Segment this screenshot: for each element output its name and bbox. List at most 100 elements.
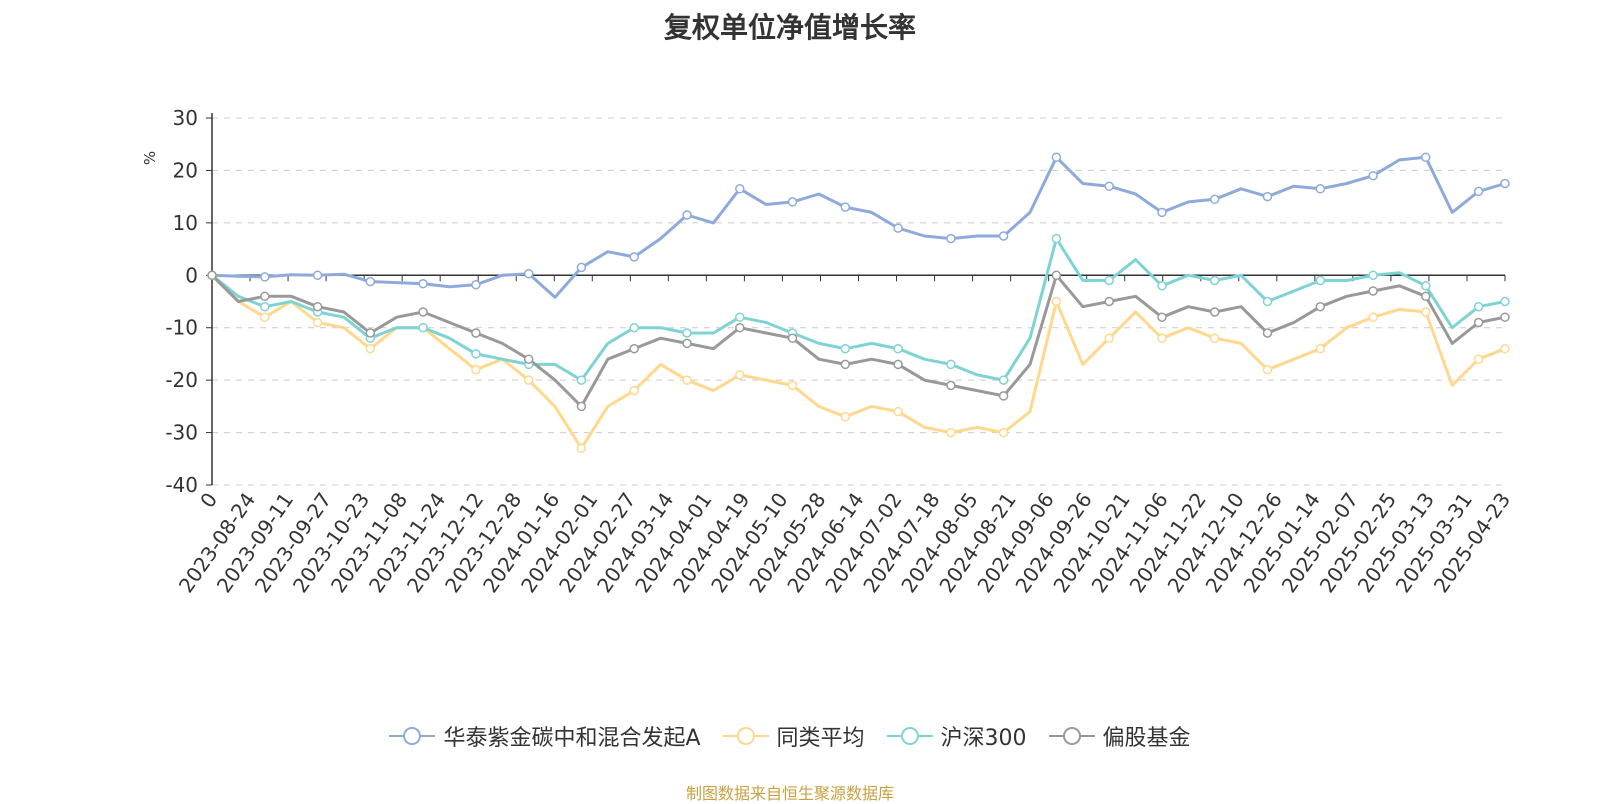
- series-marker-3: [260, 291, 270, 302]
- series-marker-1: [1421, 307, 1431, 317]
- y-tick-label: 30: [173, 106, 198, 130]
- series-marker-3: [1421, 291, 1431, 302]
- series-marker-0: [1262, 191, 1273, 202]
- series-marker-0: [1209, 194, 1220, 205]
- series-marker-0: [1315, 184, 1326, 194]
- series-marker-2: [1473, 301, 1484, 312]
- series-marker-3: [735, 322, 745, 333]
- series-marker-0: [682, 210, 692, 220]
- series-line-1: [210, 273, 1507, 450]
- y-tick-label: -10: [165, 316, 198, 340]
- series-marker-2: [418, 322, 428, 333]
- series-marker-2: [840, 343, 851, 354]
- series-marker-2: [1500, 296, 1510, 307]
- series-marker-1: [787, 380, 798, 391]
- series-marker-0: [365, 276, 376, 287]
- series-marker-0: [418, 278, 428, 289]
- series-marker-3: [1209, 307, 1220, 317]
- legend-swatch-icon: [722, 727, 769, 745]
- series-marker-1: [576, 443, 587, 454]
- series-marker-1: [1157, 333, 1167, 343]
- series-marker-0: [471, 279, 481, 290]
- series-marker-2: [1262, 296, 1273, 307]
- series-marker-3: [418, 307, 428, 317]
- series-marker-0: [576, 262, 587, 273]
- series-marker-2: [576, 375, 587, 385]
- series-marker-2: [1368, 270, 1378, 281]
- y-tick-label: 20: [173, 158, 198, 182]
- series-marker-0: [1157, 207, 1167, 218]
- series-marker-0: [1368, 170, 1378, 181]
- series-marker-3: [1157, 312, 1167, 322]
- y-tick-label: -20: [165, 368, 198, 392]
- y-tick-label: 0: [185, 263, 198, 287]
- y-tick-label: -30: [165, 421, 198, 445]
- series-marker-2: [1157, 281, 1167, 291]
- series-marker-1: [1315, 343, 1326, 354]
- series-marker-3: [312, 301, 323, 312]
- series-marker-1: [1262, 364, 1273, 375]
- legend-label: 同类平均: [776, 726, 865, 751]
- series-marker-1: [946, 427, 956, 438]
- series-marker-3: [365, 328, 376, 338]
- legend: 华泰紫金碳中和混合发起A 同类平均 沪深300 偏股基金: [0, 720, 1580, 752]
- series-marker-3: [207, 270, 217, 281]
- legend-label: 偏股基金: [1102, 726, 1191, 751]
- legend-item-1[interactable]: 同类平均: [722, 720, 865, 752]
- series-marker-3: [1368, 286, 1378, 296]
- series-marker-0: [893, 223, 903, 233]
- series-marker-1: [260, 312, 270, 322]
- series-marker-0: [1473, 186, 1484, 197]
- legend-swatch-icon: [1048, 727, 1095, 745]
- series-marker-0: [523, 268, 534, 279]
- series-marker-1: [998, 427, 1009, 438]
- series-marker-3: [1315, 301, 1326, 312]
- series-marker-1: [1473, 354, 1484, 364]
- legend-item-3[interactable]: 偏股基金: [1048, 720, 1191, 752]
- series-marker-0: [629, 252, 639, 262]
- series-marker-2: [946, 359, 956, 370]
- axes: 3020100-10-20-30-40%02023-08-242023-09-1…: [141, 106, 1515, 597]
- series-marker-1: [365, 343, 376, 354]
- y-tick-label: -40: [165, 473, 198, 497]
- series-marker-2: [260, 301, 270, 312]
- series-marker-0: [312, 270, 323, 281]
- series-marker-1: [1500, 343, 1510, 354]
- legend-item-0[interactable]: 华泰紫金碳中和混合发起A: [389, 720, 701, 752]
- series-marker-3: [998, 391, 1009, 401]
- y-axis-unit: %: [141, 151, 159, 165]
- series-marker-2: [682, 328, 692, 338]
- series-marker-3: [629, 343, 639, 354]
- series-marker-3: [1051, 270, 1062, 281]
- series-marker-1: [312, 317, 323, 328]
- series-marker-0: [787, 197, 798, 207]
- series-marker-2: [1051, 233, 1062, 244]
- y-tick-label: 10: [173, 211, 198, 235]
- series-marker-3: [523, 354, 534, 364]
- series-marker-3: [682, 338, 692, 349]
- legend-item-2[interactable]: 沪深300: [886, 720, 1027, 752]
- series-marker-0: [1421, 152, 1431, 163]
- series-marker-3: [1104, 296, 1114, 307]
- series-marker-1: [471, 364, 481, 375]
- legend-swatch-icon: [886, 727, 933, 745]
- series-marker-1: [1104, 333, 1114, 343]
- series-line-2: [210, 237, 1507, 382]
- series-marker-1: [1209, 333, 1220, 343]
- series-marker-1: [629, 385, 639, 396]
- series-marker-1: [1051, 296, 1062, 307]
- series-marker-0: [946, 233, 956, 244]
- series-marker-3: [1500, 312, 1510, 322]
- series-marker-3: [471, 328, 481, 338]
- x-tick-label: 0: [195, 488, 222, 512]
- series-marker-3: [946, 380, 956, 391]
- legend-swatch-icon: [389, 727, 436, 745]
- series-marker-1: [682, 375, 692, 385]
- series-marker-1: [523, 375, 534, 385]
- series-marker-2: [629, 322, 639, 333]
- series-marker-0: [1500, 178, 1510, 189]
- series-marker-2: [471, 349, 481, 359]
- legend-label: 沪深300: [940, 726, 1027, 751]
- series-marker-2: [735, 312, 745, 322]
- series-marker-3: [893, 359, 903, 370]
